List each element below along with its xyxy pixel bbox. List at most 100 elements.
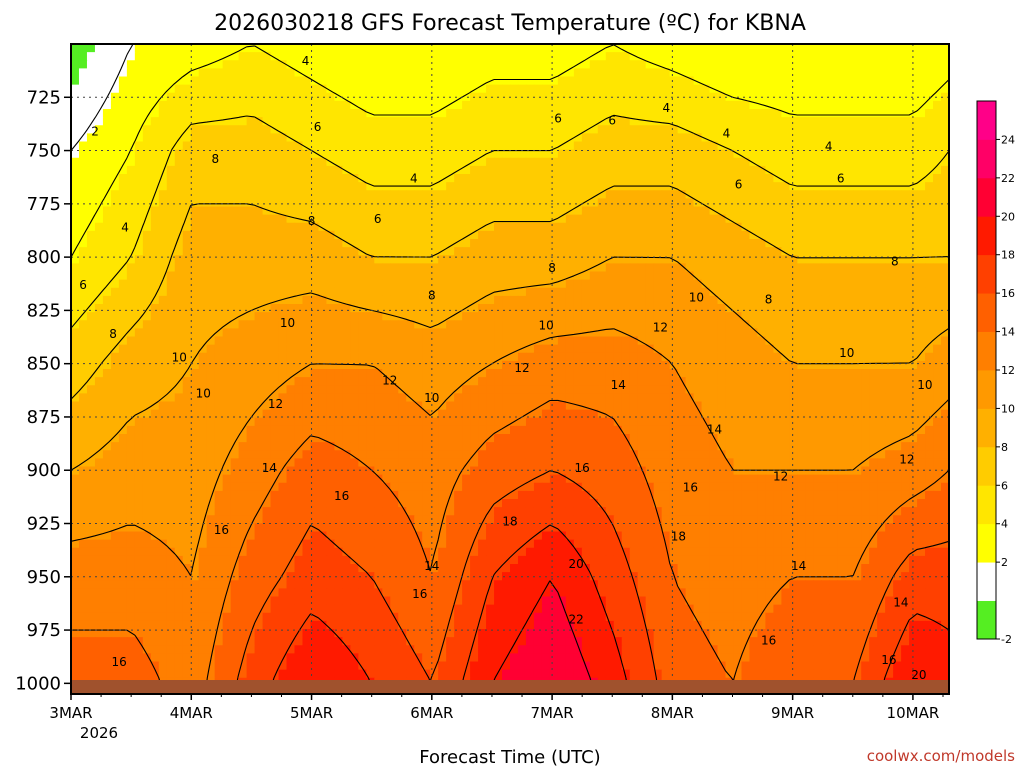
temperature-cell xyxy=(310,117,320,126)
temperature-cell xyxy=(126,255,136,264)
temperature-cell xyxy=(733,44,743,53)
temperature-cell xyxy=(438,109,447,118)
temperature-cell xyxy=(222,165,232,175)
temperature-cell xyxy=(390,100,399,110)
temperature-cell xyxy=(613,157,623,167)
temperature-cell xyxy=(382,60,391,69)
temperature-cell xyxy=(941,352,950,362)
temperature-cell xyxy=(310,385,320,394)
temperature-cell xyxy=(318,409,328,419)
temperature-cell xyxy=(789,92,798,102)
temperature-cell xyxy=(773,369,782,378)
temperature-cell xyxy=(270,239,280,248)
temperature-cell xyxy=(214,133,224,143)
temperature-cell xyxy=(326,344,335,354)
temperature-cell xyxy=(933,385,942,394)
temperature-cell xyxy=(693,255,703,264)
temperature-cell xyxy=(486,271,495,281)
temperature-cell xyxy=(877,336,886,346)
temperature-cell xyxy=(206,222,216,232)
temperature-cell xyxy=(669,141,679,151)
temperature-cell xyxy=(294,295,304,305)
temperature-cell xyxy=(86,263,96,273)
temperature-cell xyxy=(645,141,655,151)
temperature-cell xyxy=(669,239,679,248)
temperature-cell xyxy=(374,214,383,224)
temperature-cell xyxy=(821,84,830,94)
temperature-cell xyxy=(126,84,136,94)
temperature-cell xyxy=(254,190,264,199)
temperature-cell xyxy=(390,214,399,224)
temperature-cell xyxy=(430,295,439,305)
temperature-cell xyxy=(821,100,830,110)
temperature-cell xyxy=(837,393,846,403)
temperature-cell xyxy=(270,295,280,305)
temperature-cell xyxy=(661,401,671,411)
temperature-cell xyxy=(142,165,152,175)
temperature-cell xyxy=(749,117,759,126)
temperature-cell xyxy=(478,109,487,118)
temperature-cell xyxy=(709,133,719,143)
temperature-cell xyxy=(166,84,176,94)
temperature-cell xyxy=(517,44,527,53)
temperature-cell xyxy=(190,125,200,134)
temperature-cell xyxy=(925,377,934,386)
temperature-cell xyxy=(118,214,128,224)
temperature-cell xyxy=(454,125,463,134)
temperature-cell xyxy=(877,385,886,394)
temperature-cell xyxy=(773,263,782,273)
temperature-cell xyxy=(230,182,240,191)
temperature-cell xyxy=(909,182,918,191)
temperature-cell xyxy=(805,320,814,329)
temperature-cell xyxy=(861,157,870,167)
temperature-cell xyxy=(917,369,926,378)
temperature-cell xyxy=(158,369,168,378)
temperature-cell xyxy=(486,165,495,175)
temperature-cell xyxy=(565,214,575,224)
temperature-cell xyxy=(877,369,886,378)
temperature-cell xyxy=(94,344,104,354)
temperature-cell xyxy=(805,360,814,370)
temperature-cell xyxy=(422,174,431,183)
temperature-cell xyxy=(118,377,128,386)
temperature-cell xyxy=(869,287,878,297)
temperature-cell xyxy=(789,271,798,281)
temperature-cell xyxy=(174,198,184,208)
temperature-cell xyxy=(933,76,942,86)
temperature-cell xyxy=(861,320,870,329)
temperature-cell xyxy=(222,393,232,403)
temperature-cell xyxy=(302,133,312,143)
temperature-cell xyxy=(789,76,798,86)
temperature-cell xyxy=(901,52,910,61)
temperature-cell xyxy=(342,206,351,216)
temperature-cell xyxy=(605,206,615,216)
temperature-cell xyxy=(709,214,719,224)
temperature-cell xyxy=(541,165,551,175)
temperature-cell xyxy=(150,133,160,143)
temperature-cell xyxy=(262,117,272,126)
temperature-cell xyxy=(597,393,607,403)
temperature-cell xyxy=(933,44,942,53)
temperature-cell xyxy=(214,198,224,208)
temperature-cell xyxy=(182,174,192,183)
temperature-cell xyxy=(414,263,423,273)
temperature-cell xyxy=(486,239,495,248)
temperature-cell xyxy=(366,117,375,126)
temperature-cell xyxy=(318,84,328,94)
temperature-cell xyxy=(765,174,774,183)
temperature-cell xyxy=(813,352,822,362)
temperature-cell xyxy=(733,182,743,191)
temperature-cell xyxy=(549,263,559,273)
temperature-cell xyxy=(110,247,120,256)
temperature-cell xyxy=(126,125,136,134)
temperature-cell xyxy=(174,125,184,134)
temperature-cell xyxy=(398,52,407,61)
temperature-cell xyxy=(326,336,335,346)
temperature-cell xyxy=(398,149,407,159)
temperature-cell xyxy=(278,320,288,329)
temperature-cell xyxy=(933,247,942,256)
temperature-cell xyxy=(773,68,782,78)
temperature-cell xyxy=(342,44,351,53)
temperature-cell xyxy=(541,352,551,362)
temperature-cell xyxy=(597,84,607,94)
